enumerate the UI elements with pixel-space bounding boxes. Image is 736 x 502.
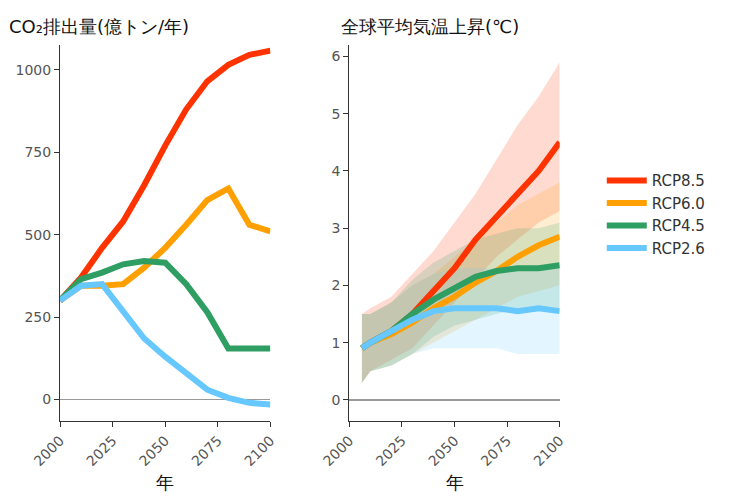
svg-text:1: 1 — [332, 335, 341, 351]
svg-text:2000: 2000 — [320, 433, 357, 470]
svg-text:5: 5 — [332, 106, 341, 122]
svg-text:年: 年 — [446, 472, 464, 493]
svg-text:CO₂排出量(億トン/年): CO₂排出量(億トン/年) — [9, 16, 189, 37]
svg-text:2000: 2000 — [31, 433, 68, 470]
svg-text:6: 6 — [332, 48, 341, 64]
svg-text:2050: 2050 — [136, 433, 173, 470]
svg-text:RCP4.5: RCP4.5 — [652, 217, 705, 235]
svg-text:3: 3 — [332, 220, 341, 236]
svg-text:RCP6.0: RCP6.0 — [652, 195, 705, 213]
svg-text:年: 年 — [156, 472, 174, 493]
svg-text:2100: 2100 — [530, 433, 567, 470]
svg-text:2075: 2075 — [478, 433, 515, 470]
svg-text:RCP8.5: RCP8.5 — [652, 172, 705, 190]
svg-text:0: 0 — [42, 391, 51, 407]
svg-text:全球平均気温上昇(℃): 全球平均気温上昇(℃) — [341, 16, 519, 37]
svg-text:0: 0 — [332, 392, 341, 408]
svg-text:2: 2 — [332, 277, 341, 293]
svg-text:500: 500 — [24, 227, 51, 243]
svg-text:2100: 2100 — [241, 433, 278, 470]
svg-text:1000: 1000 — [16, 62, 52, 78]
svg-text:2025: 2025 — [83, 433, 120, 470]
svg-text:2050: 2050 — [425, 433, 462, 470]
svg-text:2025: 2025 — [372, 433, 409, 470]
svg-text:250: 250 — [24, 309, 51, 325]
svg-text:750: 750 — [24, 144, 51, 160]
svg-text:2075: 2075 — [188, 433, 225, 470]
svg-text:4: 4 — [332, 163, 341, 179]
svg-text:RCP2.6: RCP2.6 — [652, 240, 705, 258]
